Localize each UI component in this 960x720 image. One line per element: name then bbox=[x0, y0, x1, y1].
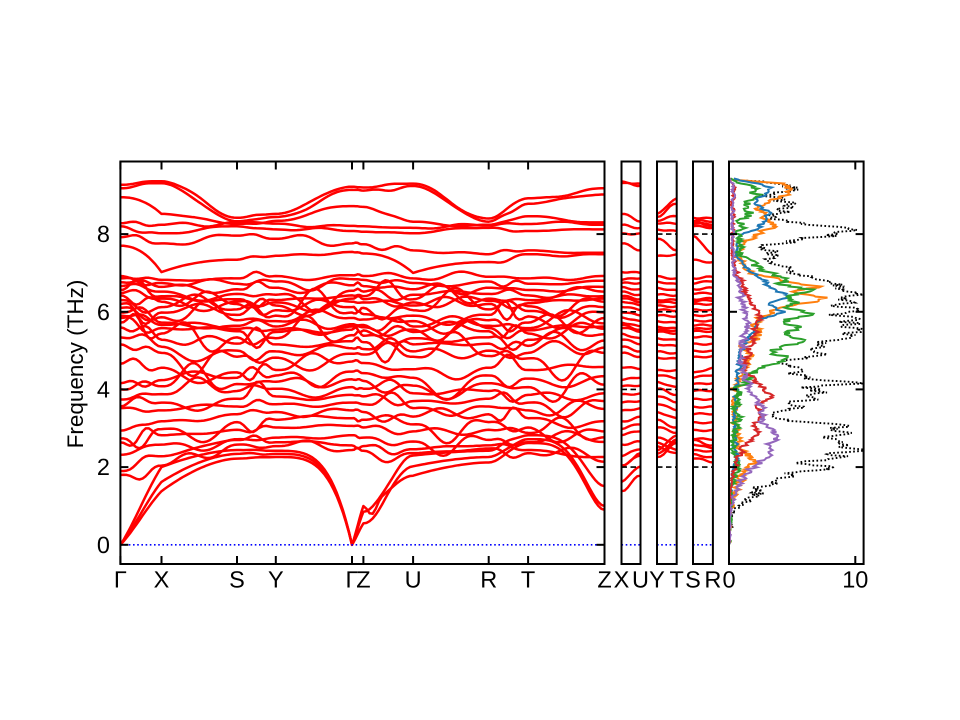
svg-text:Γ: Γ bbox=[346, 567, 359, 593]
svg-text:T: T bbox=[521, 567, 535, 593]
svg-text:Z: Z bbox=[597, 567, 611, 593]
svg-text:10: 10 bbox=[842, 567, 868, 593]
svg-text:Frequency (THz): Frequency (THz) bbox=[63, 280, 88, 449]
svg-text:0: 0 bbox=[97, 532, 110, 558]
svg-text:Y: Y bbox=[268, 567, 284, 593]
svg-text:Γ: Γ bbox=[114, 567, 127, 593]
svg-text:Z: Z bbox=[356, 567, 370, 593]
svg-text:T: T bbox=[670, 567, 684, 593]
svg-text:X: X bbox=[154, 567, 170, 593]
svg-text:2: 2 bbox=[97, 454, 110, 480]
svg-text:R: R bbox=[704, 567, 721, 593]
svg-text:0: 0 bbox=[722, 567, 735, 593]
svg-text:X: X bbox=[614, 567, 630, 593]
svg-text:6: 6 bbox=[97, 299, 110, 325]
svg-text:8: 8 bbox=[97, 221, 110, 247]
svg-text:Y: Y bbox=[649, 567, 665, 593]
svg-text:U: U bbox=[632, 567, 649, 593]
svg-text:4: 4 bbox=[97, 376, 110, 402]
svg-text:S: S bbox=[229, 567, 245, 593]
svg-text:U: U bbox=[405, 567, 422, 593]
svg-text:S: S bbox=[685, 567, 701, 593]
svg-text:R: R bbox=[480, 567, 497, 593]
